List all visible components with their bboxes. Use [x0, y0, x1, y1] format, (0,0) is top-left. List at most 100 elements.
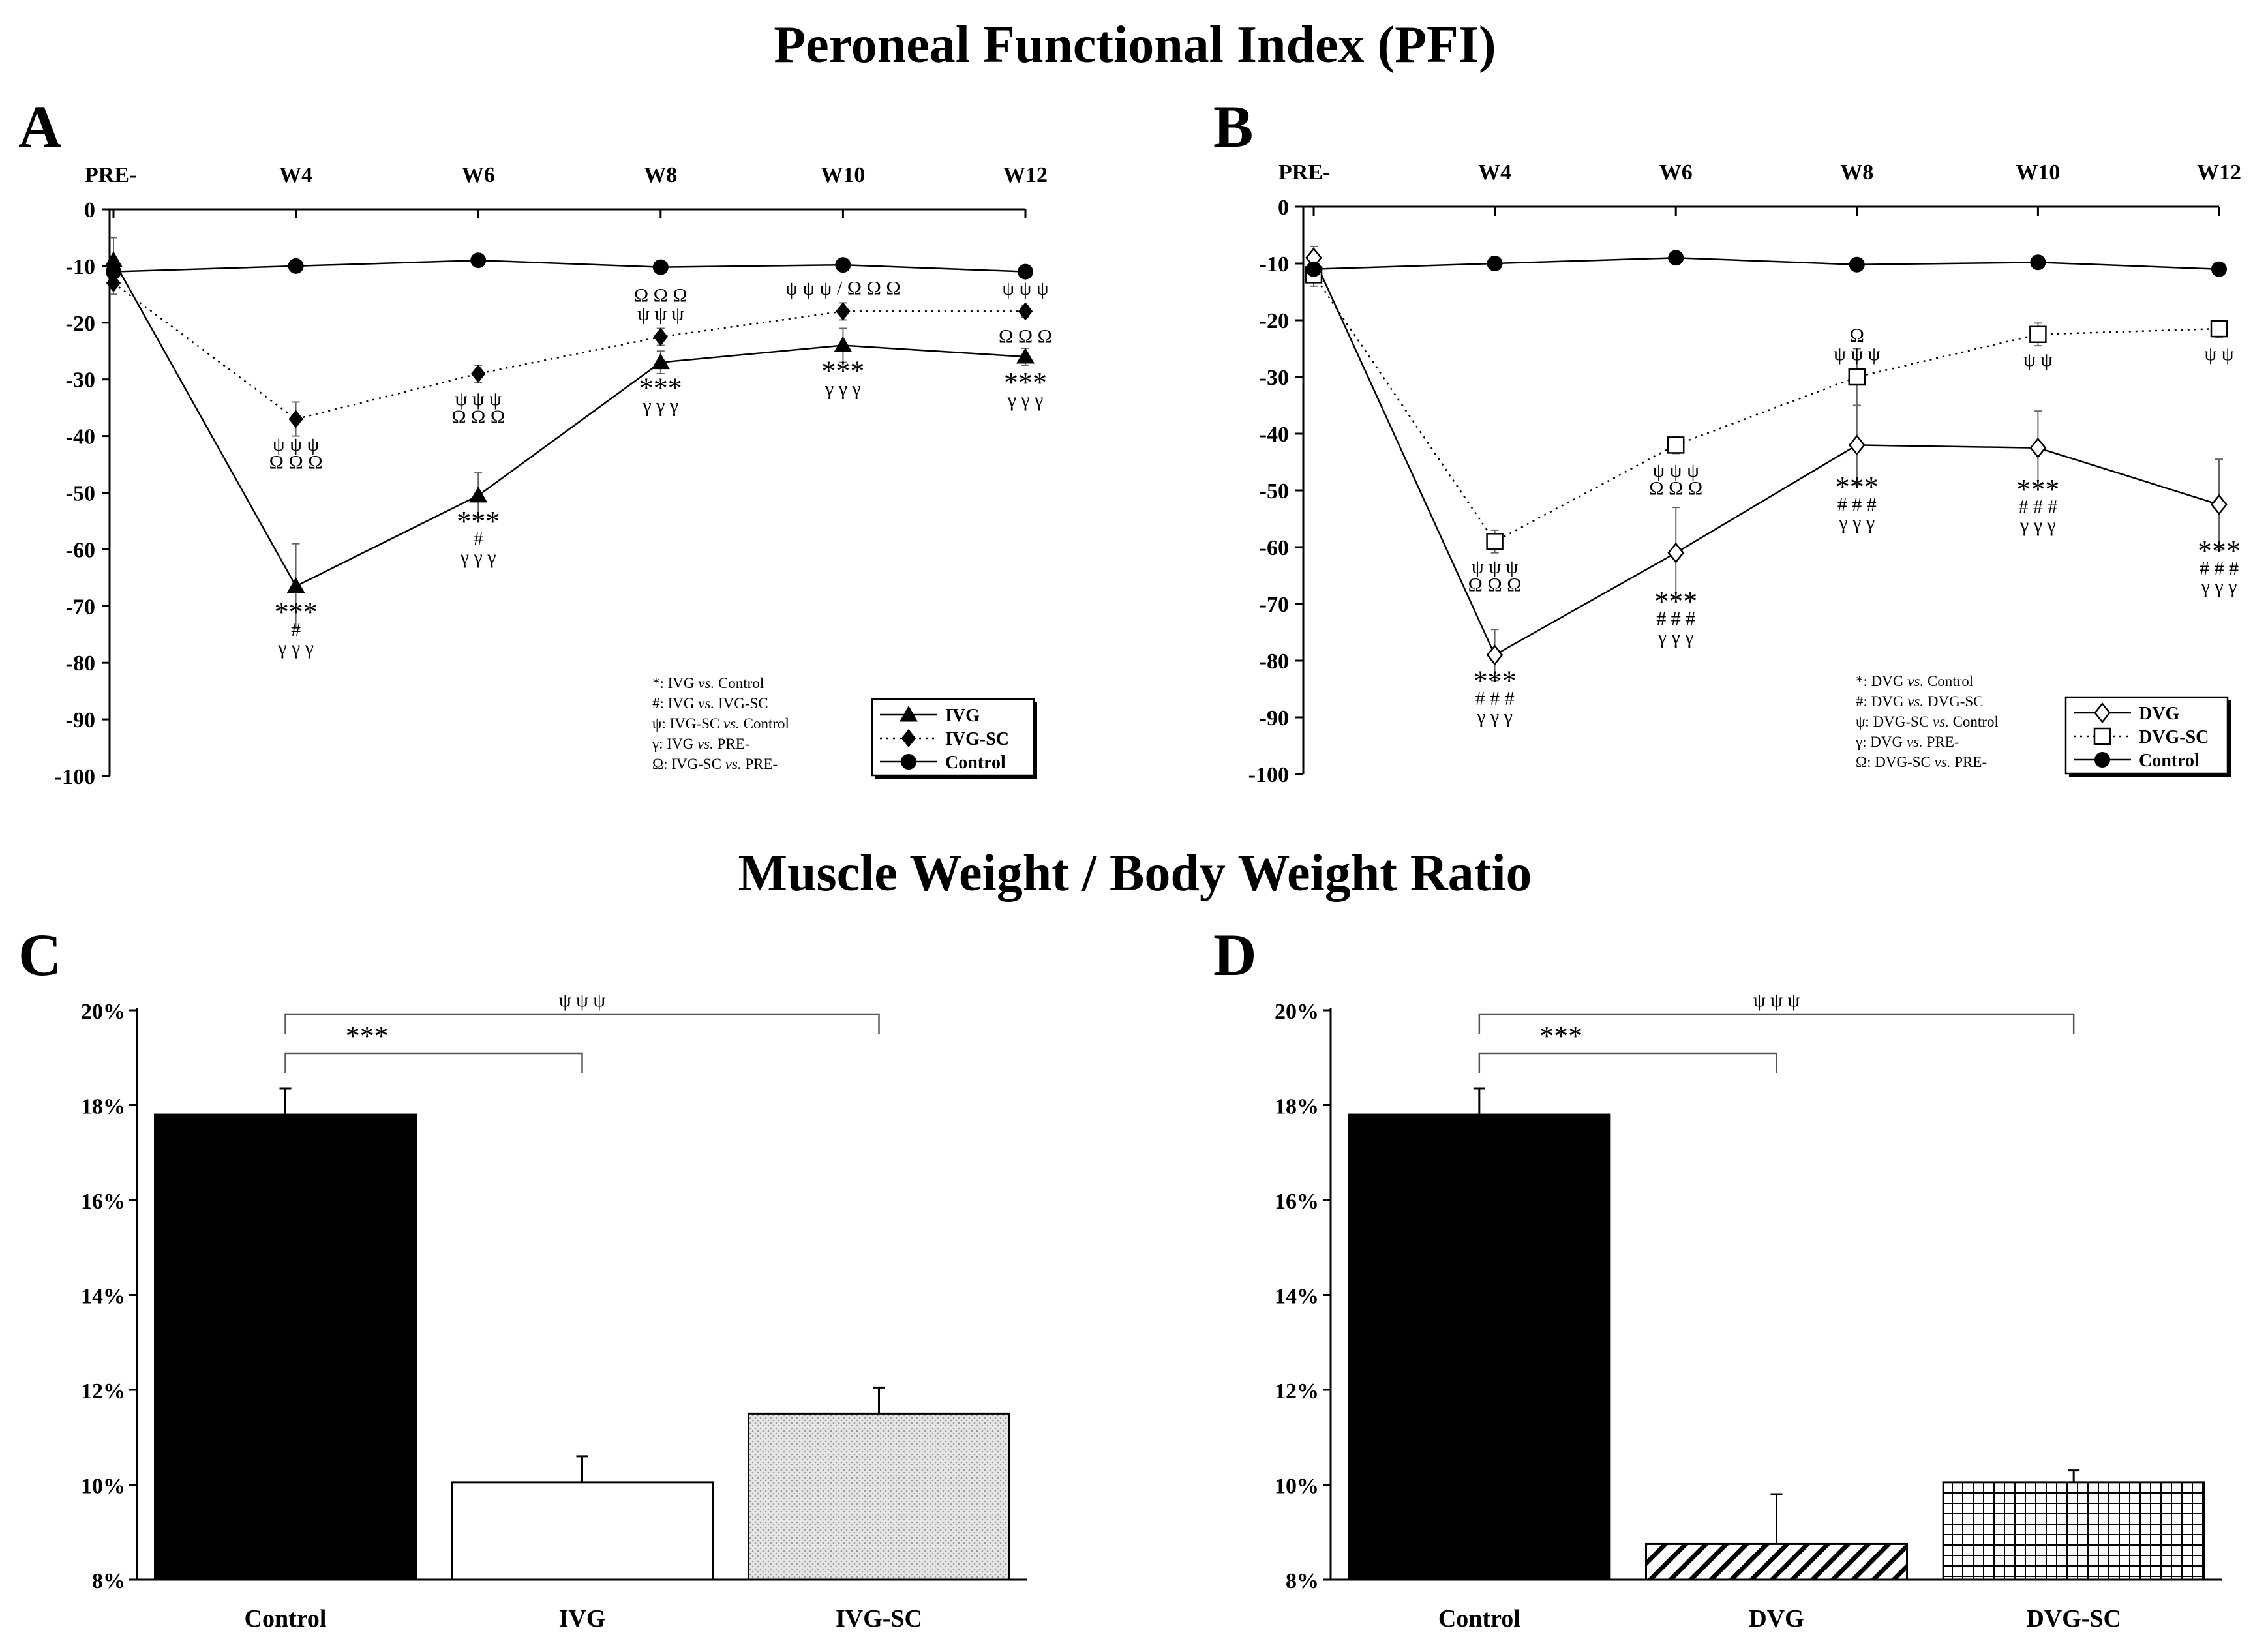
panel-b-series-dvg-sc-marker: [1667, 436, 1685, 454]
panel-a-significance-mark: Ω Ω Ω: [269, 452, 323, 473]
panel-b-key-entry: #: DVG vs. DVG-SC: [1856, 693, 1984, 710]
panel-c-bracket-control-ivg: [284, 1052, 583, 1073]
panel-b-significance-mark: γ γ γ: [2019, 515, 2056, 536]
panel-d-bracket-control-dvg: [1478, 1052, 1777, 1073]
panel-c-ratio-ivg-chart: C 20% 18% 16% 14% 12% 10% 8% Control IVG IVG-SC ***…: [18, 922, 1027, 1632]
panel-a-key-entry: Ω: IVG-SC vs. PRE-: [652, 756, 778, 772]
panel-b-significance-mark: Ω Ω Ω: [1649, 477, 1702, 499]
panel-b-y-tick-label: -40: [1260, 423, 1289, 447]
panel-b-series-control-marker: [1306, 261, 1322, 277]
panel-b-x-tick-label: PRE-: [1278, 160, 1330, 185]
panel-a-significance-mark: γ γ γ: [277, 637, 314, 659]
panel-a-legend-control-marker: [901, 754, 916, 770]
panel-c-bar-ivg: [451, 1481, 714, 1581]
panel-a-significance-mark: ψ ψ ψ: [1002, 277, 1049, 299]
panel-b-key-entry: ψ: DVG-SC vs. Control: [1856, 713, 1999, 730]
panel-a-significance-mark: γ γ γ: [460, 547, 496, 568]
panel-a-y-tick-label: -100: [55, 765, 95, 789]
panel-a-series-ivg-marker: [1016, 347, 1035, 364]
panel-b-x-tick-label: W12: [2197, 160, 2241, 185]
panel-d-y-tick-label: 20%: [1275, 1000, 1319, 1024]
panel-b-significance-mark: ψ ψ: [2023, 349, 2053, 370]
panel-a-x-tick-label: W12: [1003, 163, 1048, 187]
panel-c-bracket-label: ψ ψ ψ: [559, 989, 606, 1011]
panel-b-series-control-marker: [1668, 250, 1684, 266]
panel-c-category-label: IVG: [559, 1605, 606, 1632]
panel-c-y-tick-label: 14%: [81, 1285, 125, 1309]
panel-b-key-entry: Ω: DVG-SC vs. PRE-: [1856, 754, 1987, 770]
panel-a-y-tick-label: -40: [66, 425, 95, 449]
panel-b-series-control-marker: [2030, 254, 2046, 271]
panel-a-series-ivg-sc-marker: [653, 327, 668, 346]
ratio-section-title: Muscle Weight / Body Weight Ratio: [738, 845, 1532, 902]
panel-b-significance-mark: γ γ γ: [1476, 706, 1513, 727]
panel-b-significance-mark: Ω Ω Ω: [1468, 574, 1522, 595]
panel-a-significance-mark: γ γ γ: [642, 395, 678, 417]
panel-a-series-ivg-line: [112, 260, 1026, 588]
panel-a-key-entry: ψ: IVG-SC vs. Control: [652, 715, 789, 732]
panel-c-bar-ivg-sc: [748, 1412, 1010, 1581]
panel-b-significance-mark: ψ ψ ψ: [1653, 459, 1700, 481]
panel-c-y-tick-label: 8%: [92, 1569, 125, 1593]
panel-d-y-tick-label: 10%: [1275, 1475, 1319, 1499]
panel-b-series-dvg-marker: [1486, 644, 1504, 666]
panel-b-significance-mark: # # #: [1837, 494, 1877, 515]
panel-a-significance-mark: Ω Ω Ω: [999, 325, 1052, 347]
panel-d-bar-dvg-sc: [1942, 1481, 2205, 1581]
panel-b-y-tick-label: -60: [1260, 536, 1289, 560]
panel-d-y-tick-label: 12%: [1275, 1379, 1319, 1404]
panel-d-category-label: DVG: [1749, 1605, 1804, 1632]
panel-b-series-dvg-sc-marker: [2029, 325, 2047, 343]
panel-a-significance-mark: ψ ψ ψ: [455, 388, 502, 410]
panel-b-y-tick-label: 0: [1278, 196, 1289, 220]
panel-c-letter: C: [18, 922, 61, 988]
pfi-section-title: Peroneal Functional Index (PFI): [774, 16, 1496, 74]
panel-a-series-ivg-sc-marker: [471, 365, 486, 383]
panel-a-series-ivg-sc-marker: [106, 273, 121, 292]
panel-c-category-label: IVG-SC: [836, 1605, 922, 1632]
panel-a-x-tick-label: W10: [821, 163, 865, 187]
panel-b-series-dvg-sc-marker: [1486, 533, 1504, 550]
panel-b-pfi-dvg-chart: B 0 -10 -20 -30 -40 -50 -60 -70 -80 -90 -100 PRE- W4 W…: [1213, 93, 2241, 787]
panel-b-significance-mark: # # #: [1475, 687, 1515, 709]
panel-a-significance-mark: ψ ψ ψ: [637, 303, 684, 325]
panel-a-legend-ivg-label: IVG: [945, 706, 980, 726]
panel-b-series-control-line: [1313, 257, 2220, 270]
panel-b-x-tick-label: W8: [1840, 160, 1873, 185]
panel-a-pfi-ivg-chart: A 0 -10 -20 -30 -40 -50 -60 -70 -80 -90 -100 PRE- W4 W…: [18, 93, 1052, 789]
panel-b-significance-mark: Ω: [1850, 325, 1864, 346]
panel-a-significance-mark: γ γ γ: [1007, 389, 1044, 411]
panel-d-category-label: DVG-SC: [2026, 1605, 2121, 1632]
panel-a-series-control-marker: [652, 259, 669, 275]
panel-d-y-tick-label: 18%: [1275, 1095, 1319, 1119]
panel-a-y-tick-label: -60: [66, 538, 95, 562]
panel-b-letter: B: [1213, 93, 1253, 160]
panel-b-y-tick-label: -20: [1260, 309, 1289, 333]
panel-b-series-dvg-marker: [1848, 434, 1866, 456]
panel-d-y-tick-label: 8%: [1286, 1569, 1319, 1593]
panel-a-significance-mark: ***: [1004, 367, 1047, 398]
panel-a-series-ivg-marker: [651, 353, 670, 370]
panel-b-significance-mark: γ γ γ: [1657, 627, 1694, 648]
panel-a-series-ivg-marker: [469, 486, 488, 503]
panel-a-series-ivg-marker: [834, 336, 853, 353]
panel-a-series-ivg-marker: [286, 577, 305, 593]
panel-b-legend-dvg-sc-marker: [2093, 727, 2111, 745]
panel-a-series-ivg-sc-marker: [1018, 302, 1033, 321]
panel-c-y-tick-label: 20%: [81, 1000, 125, 1024]
panel-a-significance-mark: #: [291, 619, 301, 640]
panel-a-key-entry: γ: IVG vs. PRE-: [652, 736, 749, 752]
panel-b-key-entry: γ: DVG vs. PRE-: [1855, 734, 1959, 750]
panel-a-legend-control-label: Control: [945, 753, 1006, 773]
panel-a-legend-box: [871, 698, 1035, 777]
panel-a-y-tick-label: -50: [66, 482, 95, 506]
panel-d-category-label: Control: [1438, 1605, 1520, 1632]
panel-d-bracket-control-dvg-sc: [1478, 1013, 2075, 1034]
panel-a-significance-mark: Ω Ω Ω: [634, 285, 688, 307]
panel-b-legend-control-marker: [2094, 752, 2110, 768]
panel-b-significance-mark: ***: [1474, 665, 1517, 697]
panel-b-y-tick-label: -10: [1260, 252, 1289, 277]
panel-b-y-tick-label: -90: [1260, 706, 1289, 730]
panel-a-legend-ivg-sc-marker: [901, 729, 916, 747]
